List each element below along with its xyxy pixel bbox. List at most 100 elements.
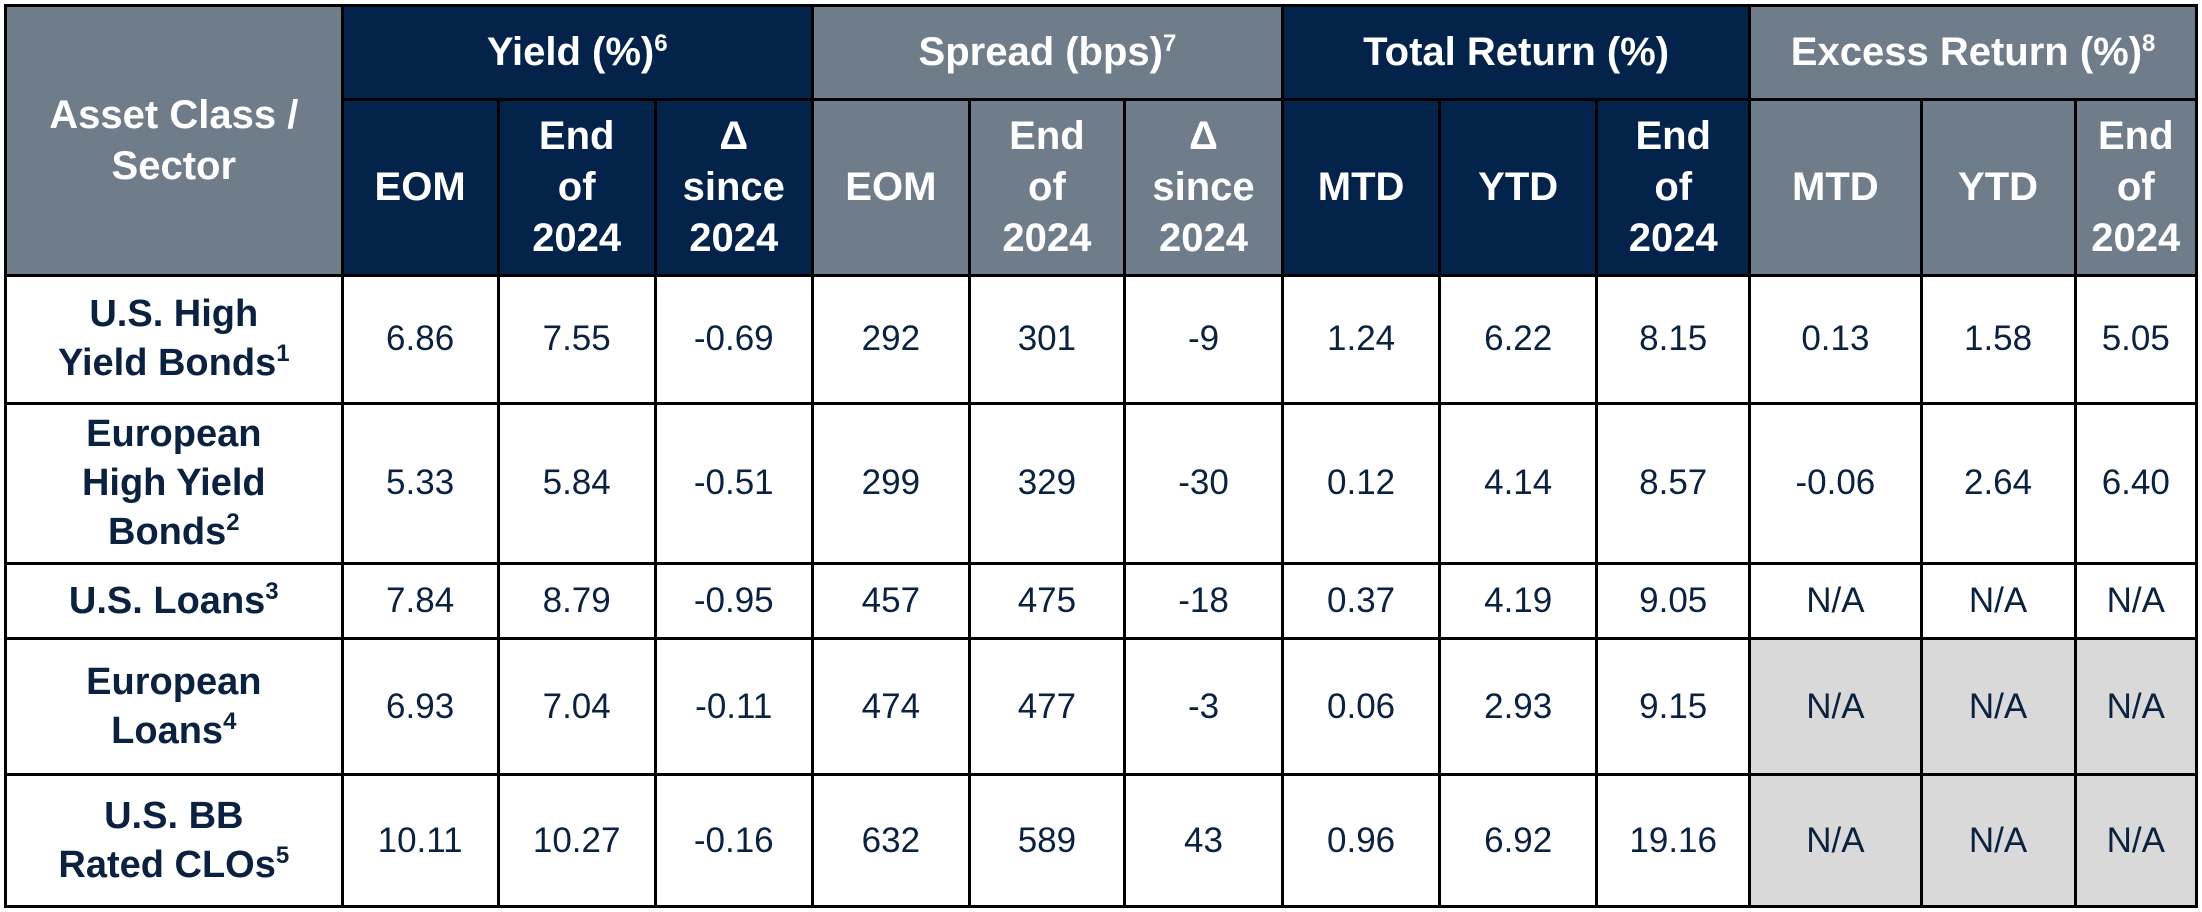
- value-cell: 457: [810, 562, 971, 641]
- footnote-marker: 5: [275, 841, 290, 869]
- value-cell: 0.06: [1281, 637, 1442, 777]
- column-header-line: MTD: [1792, 165, 1879, 209]
- column-header-line: MTD: [1317, 165, 1405, 209]
- table-row: European High Yield Bonds2 5.33 5.84 -0.51 299…: [4, 401, 2199, 566]
- value-cell: -9: [1122, 274, 1285, 405]
- asset-class-label: U.S. BB: [104, 794, 244, 837]
- value-cell: 10.11: [340, 773, 500, 908]
- column-header-line: YTD: [1958, 165, 2039, 209]
- value-cell: N/A: [1919, 773, 2077, 908]
- table-row: U.S. BB Rated CLOs5 10.11 10.27 -0.16 632 589 4…: [4, 773, 2199, 908]
- value-cell: 6.22: [1438, 274, 1599, 405]
- value-cell: 10.27: [496, 773, 657, 908]
- value-cell: 474: [810, 637, 971, 777]
- column-header: EOM: [810, 98, 971, 277]
- value-cell: 475: [967, 562, 1126, 641]
- column-header-line: End: [2098, 114, 2174, 158]
- value-cell: 4.19: [1438, 562, 1599, 641]
- value-cell: 6.86: [340, 274, 500, 405]
- column-header: MTD: [1748, 98, 1923, 277]
- header-group-row: Asset Class / Sector Yield (%)6 Spread (…: [4, 4, 2198, 277]
- asset-class-label: U.S. High: [89, 293, 259, 336]
- table-row: U.S. High Yield Bonds1 6.86 7.55 -0.69 292 301…: [4, 274, 2199, 405]
- asset-class-label: Loans4: [111, 707, 237, 752]
- value-cell: 0.96: [1281, 773, 1442, 908]
- value-cell: 5.05: [2073, 274, 2199, 405]
- value-cell: 292: [810, 274, 971, 405]
- column-header: MTD: [1281, 98, 1442, 277]
- table-body: U.S. High Yield Bonds1 6.86 7.55 -0.69 292 301…: [4, 274, 2199, 908]
- total-return-group-header: Total Return (%): [1281, 4, 1752, 101]
- value-cell: 632: [810, 773, 971, 908]
- table-row: U.S. Loans3 7.84 8.79 -0.95 457 475 -18 0.37 4.1…: [4, 562, 2199, 641]
- asset-class-label: U.S. Loans3: [68, 577, 279, 622]
- column-header: EOM: [340, 98, 500, 277]
- value-cell: 8.79: [496, 562, 657, 641]
- footnote-marker: 2: [226, 508, 240, 536]
- credit-market-table: Asset Class / Sector Yield (%)6 Spread (…: [4, 4, 2199, 908]
- column-header-line: EOM: [845, 165, 937, 209]
- value-cell: 6.92: [1438, 773, 1599, 908]
- column-header-line: of: [557, 165, 596, 209]
- asset-class-label: Bonds2: [108, 508, 240, 553]
- column-header-line: End: [538, 114, 615, 158]
- value-cell: -0.11: [653, 637, 814, 777]
- value-cell: 5.33: [340, 401, 500, 566]
- value-cell: 329: [967, 401, 1126, 566]
- column-header: End of 2024: [496, 98, 657, 277]
- value-cell: -0.06: [1748, 401, 1923, 566]
- value-cell: 4.14: [1438, 401, 1599, 566]
- column-header-line: of: [2116, 165, 2155, 209]
- value-cell: 301: [967, 274, 1126, 405]
- value-cell: N/A: [1748, 773, 1923, 908]
- value-cell: N/A: [1748, 562, 1923, 641]
- column-header-line: Δ: [1189, 114, 1218, 158]
- column-header-line: of: [1028, 165, 1066, 209]
- asset-class-label: European: [86, 412, 262, 455]
- excess-return-group-header: Excess Return (%)8: [1748, 4, 2198, 101]
- asset-class-label: High Yield: [81, 461, 266, 504]
- column-header-line: since: [682, 165, 785, 209]
- value-cell: 299: [810, 401, 971, 566]
- table-row: European Loans4 6.93 7.04 -0.11 474 477 -3 0.06 2…: [4, 637, 2199, 777]
- column-header: YTD: [1438, 98, 1599, 277]
- value-cell: -0.51: [653, 401, 814, 566]
- footnote-marker: 1: [276, 340, 290, 368]
- value-cell: 5.84: [496, 401, 657, 566]
- value-cell: 0.12: [1281, 401, 1442, 566]
- value-cell: 7.55: [496, 274, 657, 405]
- column-header-line: 2024: [1002, 216, 1092, 260]
- column-header: End of 2024: [2073, 98, 2199, 277]
- value-cell: -30: [1122, 401, 1285, 566]
- spread-group-header: Spread (bps)7: [810, 4, 1285, 101]
- footnote-marker: 3: [265, 577, 279, 605]
- value-cell: 0.37: [1281, 562, 1442, 641]
- column-header-line: EOM: [374, 165, 466, 209]
- value-cell: -0.16: [653, 773, 814, 908]
- value-cell: 9.05: [1595, 562, 1752, 641]
- value-cell: 19.16: [1595, 773, 1752, 908]
- asset-class-header: Asset Class / Sector: [4, 4, 344, 277]
- column-header-line: since: [1152, 165, 1255, 209]
- value-cell: 43: [1122, 773, 1285, 908]
- value-cell: N/A: [1748, 637, 1923, 777]
- asset-class-cell: U.S. Loans3: [4, 562, 344, 641]
- value-cell: N/A: [1919, 562, 2077, 641]
- value-cell: 589: [967, 773, 1126, 908]
- value-cell: 9.15: [1595, 637, 1752, 777]
- column-header-line: of: [1654, 165, 1693, 209]
- column-header-line: 2024: [1628, 216, 1718, 260]
- value-cell: -0.95: [653, 562, 814, 641]
- yield-group-header: Yield (%)6: [340, 4, 814, 101]
- value-cell: 2.64: [1919, 401, 2077, 566]
- column-header-line: 2024: [1159, 216, 1248, 260]
- value-cell: 8.15: [1595, 274, 1752, 405]
- asset-class-label: European: [86, 660, 262, 703]
- value-cell: 1.24: [1281, 274, 1442, 405]
- value-cell: N/A: [2073, 773, 2199, 908]
- value-cell: N/A: [2073, 562, 2199, 641]
- value-cell: 477: [967, 637, 1126, 777]
- column-header-line: End: [1009, 114, 1085, 158]
- footnote-marker: 4: [223, 707, 237, 735]
